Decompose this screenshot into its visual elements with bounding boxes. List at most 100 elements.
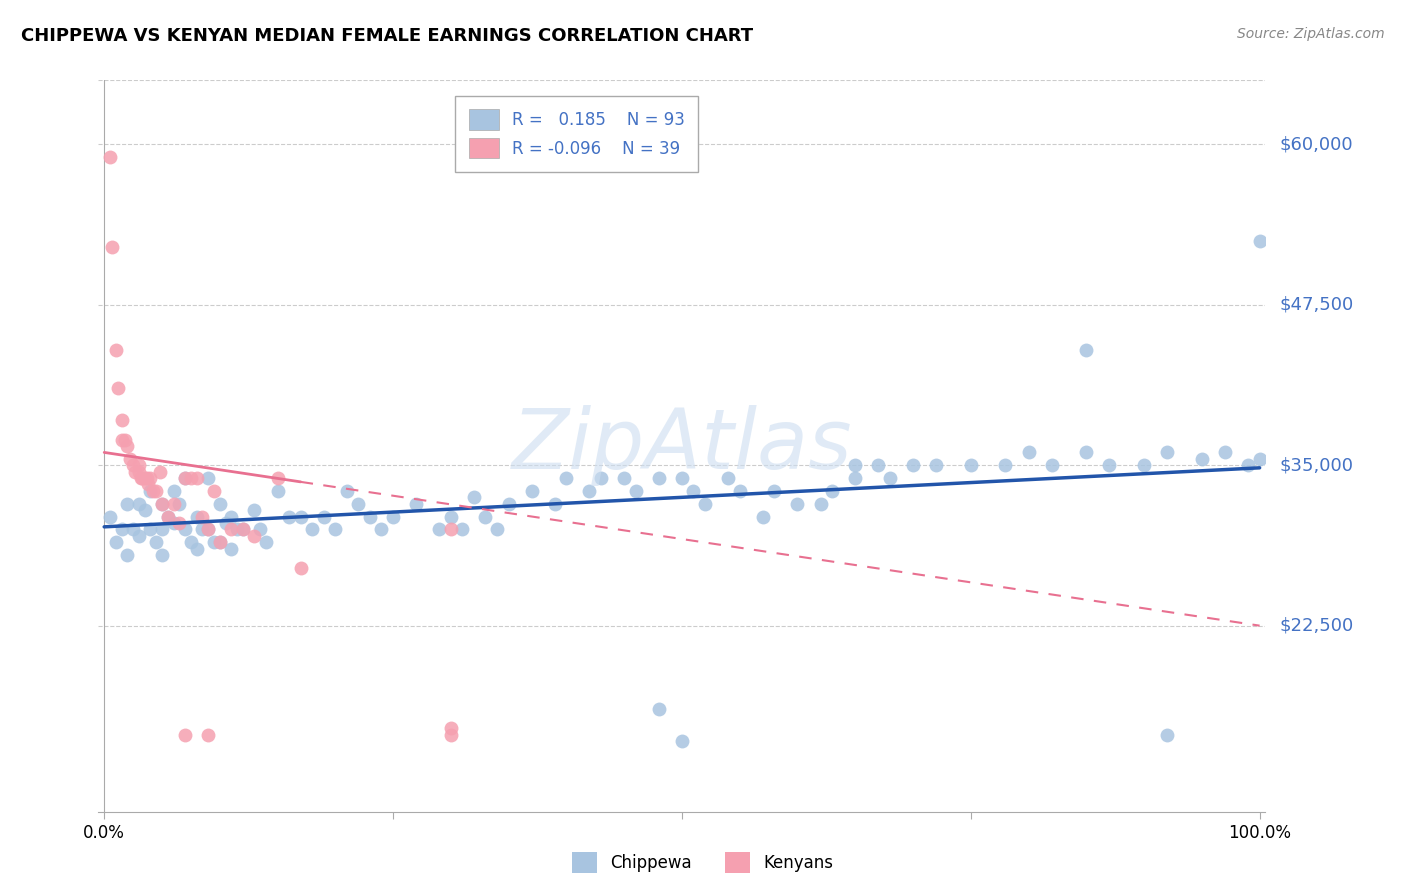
Point [122,458,145,473]
Point [186,509,208,524]
Point [150,523,173,537]
Text: CHIPPEWA VS KENYAN MEDIAN FEMALE EARNINGS CORRELATION CHART: CHIPPEWA VS KENYAN MEDIAN FEMALE EARNING… [21,27,754,45]
Point [162,516,184,530]
Point [290,509,312,524]
Point [671,471,693,485]
Point [624,483,647,498]
Point [336,483,359,498]
Point [1076,343,1098,357]
Point [648,471,671,485]
Point [243,529,266,543]
Point [278,509,301,524]
Point [104,535,127,549]
Text: $35,000: $35,000 [1279,456,1354,475]
Point [162,497,184,511]
Point [197,523,219,537]
Point [149,465,172,479]
Point [370,523,392,537]
Point [118,451,141,466]
Point [440,721,463,735]
Point [150,497,173,511]
Point [254,535,277,549]
Point [150,497,173,511]
Point [474,509,496,524]
Point [174,471,197,485]
Point [122,523,145,537]
Point [844,471,866,485]
Text: ZipAtlas: ZipAtlas [512,406,852,486]
Point [1249,451,1271,466]
Point [174,728,197,742]
Point [114,433,136,447]
Point [98,150,121,164]
Point [202,535,225,549]
Point [382,509,405,524]
Point [498,497,520,511]
Point [440,509,463,524]
Point [107,381,129,395]
Point [214,516,236,530]
Point [763,483,786,498]
Point [589,471,612,485]
Point [717,471,740,485]
Point [290,561,312,575]
Point [1249,234,1271,248]
Point [786,497,808,511]
Point [117,497,139,511]
Point [145,483,167,498]
Point [174,523,197,537]
Point [134,503,156,517]
Point [117,439,139,453]
Point [1156,728,1178,742]
Point [186,541,208,556]
Point [682,483,704,498]
Point [131,471,153,485]
Point [202,483,225,498]
Point [427,523,450,537]
Text: $47,500: $47,500 [1279,296,1354,314]
Point [578,483,600,498]
Point [752,509,775,524]
Point [347,497,370,511]
Point [208,535,231,549]
Point [555,471,578,485]
Point [156,509,179,524]
Point [925,458,948,473]
Point [150,548,173,562]
Point [1213,445,1236,459]
Point [128,465,150,479]
Point [243,503,266,517]
Point [104,343,127,357]
Point [249,523,271,537]
Point [879,471,901,485]
Point [180,535,202,549]
Point [134,471,156,485]
Point [98,509,121,524]
Point [613,471,636,485]
Point [1098,458,1121,473]
Point [728,483,751,498]
Point [186,471,208,485]
Point [266,483,288,498]
Point [128,529,150,543]
Point [693,497,716,511]
Legend: Chippewa, Kenyans: Chippewa, Kenyans [565,846,841,880]
Point [110,413,132,427]
Point [1191,451,1213,466]
Point [139,523,162,537]
Point [901,458,924,473]
Point [191,509,214,524]
Point [451,523,474,537]
Point [110,433,132,447]
Point [359,509,381,524]
Point [124,465,146,479]
Point [1156,445,1178,459]
Point [221,523,243,537]
Point [128,497,150,511]
Point [821,483,844,498]
Point [145,535,167,549]
Point [197,471,219,485]
Point [232,523,254,537]
Point [226,523,249,537]
Point [139,471,162,485]
